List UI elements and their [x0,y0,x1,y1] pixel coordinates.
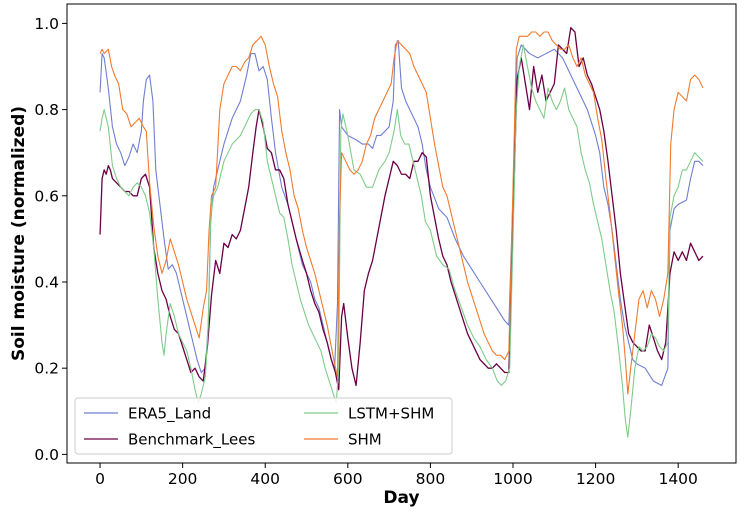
x-tick-label: 400 [250,470,280,488]
axes-layer: 0 200 400 600 800 1000 1200 1400 0.0 0.2 0.4 0.6 0.8… [34,3,737,488]
series-layer [99,27,704,438]
legend-label-benchmark-lees: Benchmark_Lees [128,431,255,450]
legend-box [74,397,453,455]
x-tick-label: 1400 [658,470,697,488]
x-tick-label: 600 [333,470,363,488]
legend: ERA5_Land Benchmark_Lees LSTM+SHM SHM [74,397,453,455]
y-tick-label: 0.0 [34,446,59,464]
plot-frame [66,3,737,464]
y-tick-label: 1.0 [34,15,59,33]
y-tick-label: 0.8 [34,101,59,119]
y-tick-label: 0.4 [34,273,59,291]
x-tick-label: 1200 [576,470,615,488]
x-tick-label: 200 [168,470,198,488]
y-axis-title: Soil moisture (normalized) [9,106,29,361]
x-tick-label: 800 [416,470,446,488]
series-line-benchmark-lees [99,27,704,391]
x-tick-label: 0 [95,470,105,488]
x-axis-title: Day [383,488,419,508]
legend-label-shm: SHM [348,431,382,449]
legend-label-era5-land: ERA5_Land [128,405,211,424]
series-line-lstm-shm [99,44,704,438]
legend-label-lstm-shm: LSTM+SHM [348,405,434,423]
series-line-shm [99,31,704,395]
y-tick-label: 0.6 [34,187,59,205]
x-tick-label: 1000 [493,470,532,488]
y-tick-label: 0.2 [34,360,59,378]
series-line-era5-land [99,40,704,386]
